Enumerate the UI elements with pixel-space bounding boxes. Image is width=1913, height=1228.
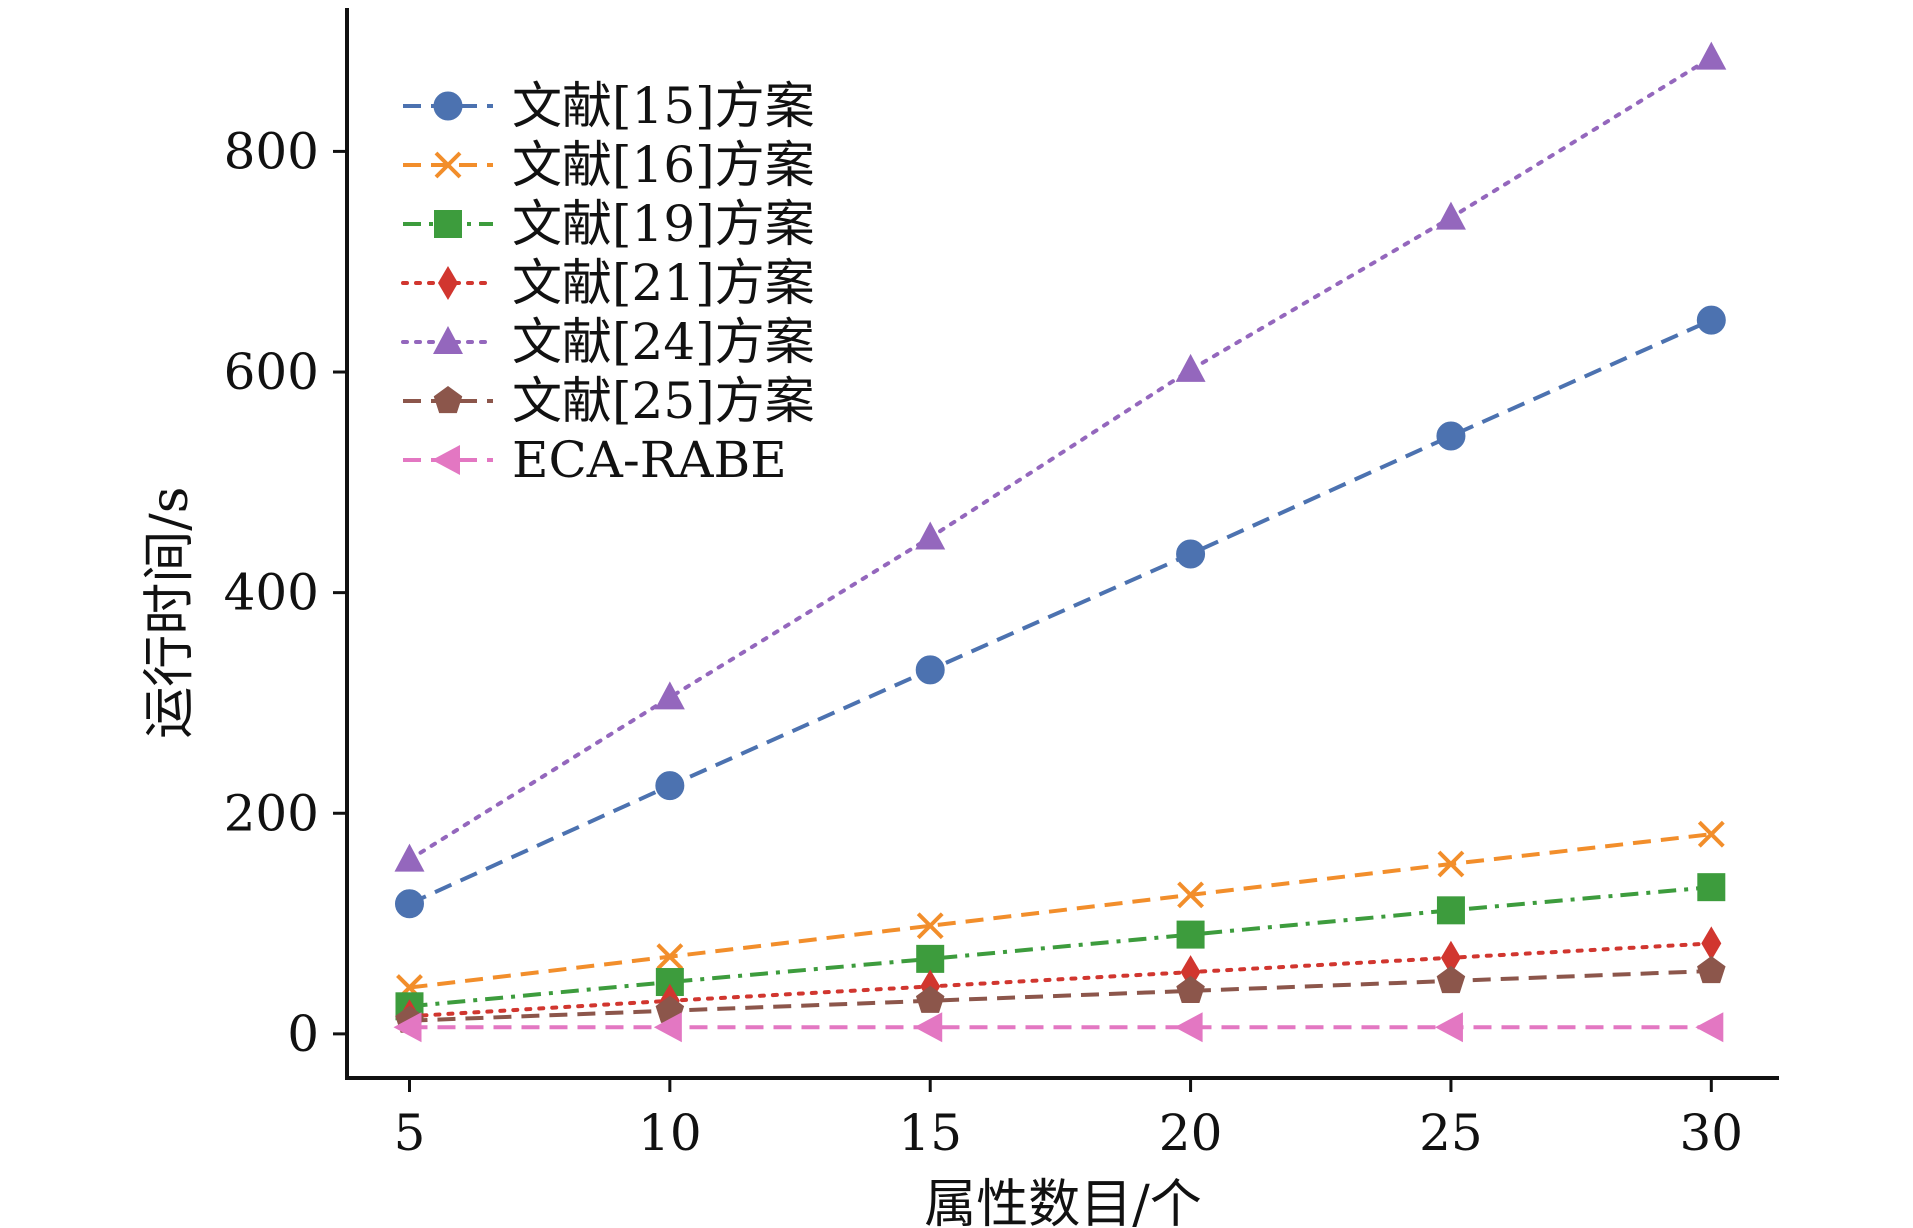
x-stroke <box>1177 881 1204 909</box>
legend-label: 文献[21]方案 <box>512 254 815 312</box>
data-point <box>1435 201 1466 230</box>
legend-label: 文献[24]方案 <box>512 313 815 371</box>
data-point <box>1436 421 1466 451</box>
y-tick-label: 600 <box>224 343 319 401</box>
x-tick-label: 15 <box>898 1104 962 1162</box>
data-point <box>394 889 424 919</box>
data-point <box>1176 975 1205 1003</box>
x-stroke <box>434 151 462 179</box>
legend: 文献[15]方案文献[16]方案文献[19]方案文献[21]方案文献[24]方案… <box>401 77 815 489</box>
data-point <box>653 1012 682 1043</box>
legend-item: 文献[25]方案 <box>403 372 815 430</box>
data-point <box>1697 956 1726 984</box>
legend-label: 文献[15]方案 <box>512 77 815 135</box>
series-1 <box>394 305 1726 919</box>
data-point <box>1701 926 1722 961</box>
series-4 <box>399 926 1722 1034</box>
legend-item: ECA-RABE <box>403 431 787 489</box>
legend-label: 文献[19]方案 <box>512 195 815 253</box>
data-point <box>915 985 945 1013</box>
data-point <box>1695 1012 1724 1043</box>
data-point <box>1437 850 1465 878</box>
data-point <box>1434 1012 1463 1043</box>
x-tick-label: 30 <box>1679 1104 1743 1162</box>
data-point <box>1174 1012 1203 1043</box>
y-tick-label: 200 <box>224 784 319 842</box>
data-point <box>1177 881 1204 909</box>
legend-marker <box>433 386 463 414</box>
legend-marker <box>434 151 462 179</box>
series-2 <box>396 820 1725 1001</box>
data-point <box>1176 920 1205 949</box>
series-line <box>407 941 1714 1019</box>
legend-item: 文献[21]方案 <box>401 254 815 312</box>
axes: 5 10 15 20 25 30 0 200 400 600 800 <box>224 8 1779 1162</box>
legend-item: 文献[16]方案 <box>403 136 815 194</box>
data-point <box>1697 873 1726 902</box>
data-point <box>1436 896 1465 925</box>
legend-item: 文献[24]方案 <box>401 313 815 371</box>
data-point <box>915 655 945 685</box>
series-7 <box>393 1012 1724 1043</box>
series-5 <box>394 41 1727 872</box>
legend-item: 文献[15]方案 <box>403 77 815 135</box>
y-tick-label: 400 <box>224 564 319 622</box>
legend-label: 文献[16]方案 <box>512 136 815 194</box>
legend-label: ECA-RABE <box>512 431 787 489</box>
series-line <box>409 885 1712 1009</box>
legend-marker <box>433 91 463 121</box>
data-point <box>656 943 684 971</box>
data-point <box>654 681 685 710</box>
series-line <box>409 832 1712 990</box>
data-point <box>1436 965 1466 994</box>
series-line <box>409 969 1712 1023</box>
data-point <box>916 912 944 940</box>
legend-marker <box>434 210 462 238</box>
data-point <box>915 521 946 550</box>
x-tick-label: 25 <box>1419 1104 1483 1162</box>
data-point <box>914 1012 943 1043</box>
series-line <box>407 55 1714 862</box>
data-point <box>1440 940 1461 975</box>
series-3 <box>395 873 1726 1021</box>
data-point <box>1176 539 1206 569</box>
legend-marker <box>432 445 460 475</box>
legend-label: 文献[25]方案 <box>512 372 815 430</box>
data-point <box>655 771 685 801</box>
data-point <box>393 1012 422 1043</box>
x-tick-label: 10 <box>638 1104 702 1162</box>
y-tick-label: 0 <box>287 1005 319 1063</box>
data-point <box>394 843 425 872</box>
x-stroke <box>916 912 944 940</box>
series-layer <box>393 41 1727 1043</box>
x-tick-label: 5 <box>394 1104 426 1162</box>
x-axis-title: 属性数目/个 <box>924 1175 1202 1228</box>
x-stroke <box>1697 820 1725 848</box>
x-stroke <box>1437 850 1465 878</box>
legend-marker <box>438 266 458 300</box>
x-tick-label: 20 <box>1159 1104 1223 1162</box>
data-point <box>1175 353 1206 382</box>
data-point <box>1697 820 1725 848</box>
y-axis-title: 运行时间/s <box>140 487 200 739</box>
data-point <box>916 944 945 973</box>
legend-item: 文献[19]方案 <box>403 195 815 253</box>
data-point <box>1696 305 1726 335</box>
y-tick-label: 800 <box>224 122 319 180</box>
data-point <box>1696 41 1727 70</box>
x-stroke <box>656 943 684 971</box>
series-line <box>408 318 1713 906</box>
legend-marker <box>433 326 463 354</box>
series-6 <box>395 956 1726 1033</box>
